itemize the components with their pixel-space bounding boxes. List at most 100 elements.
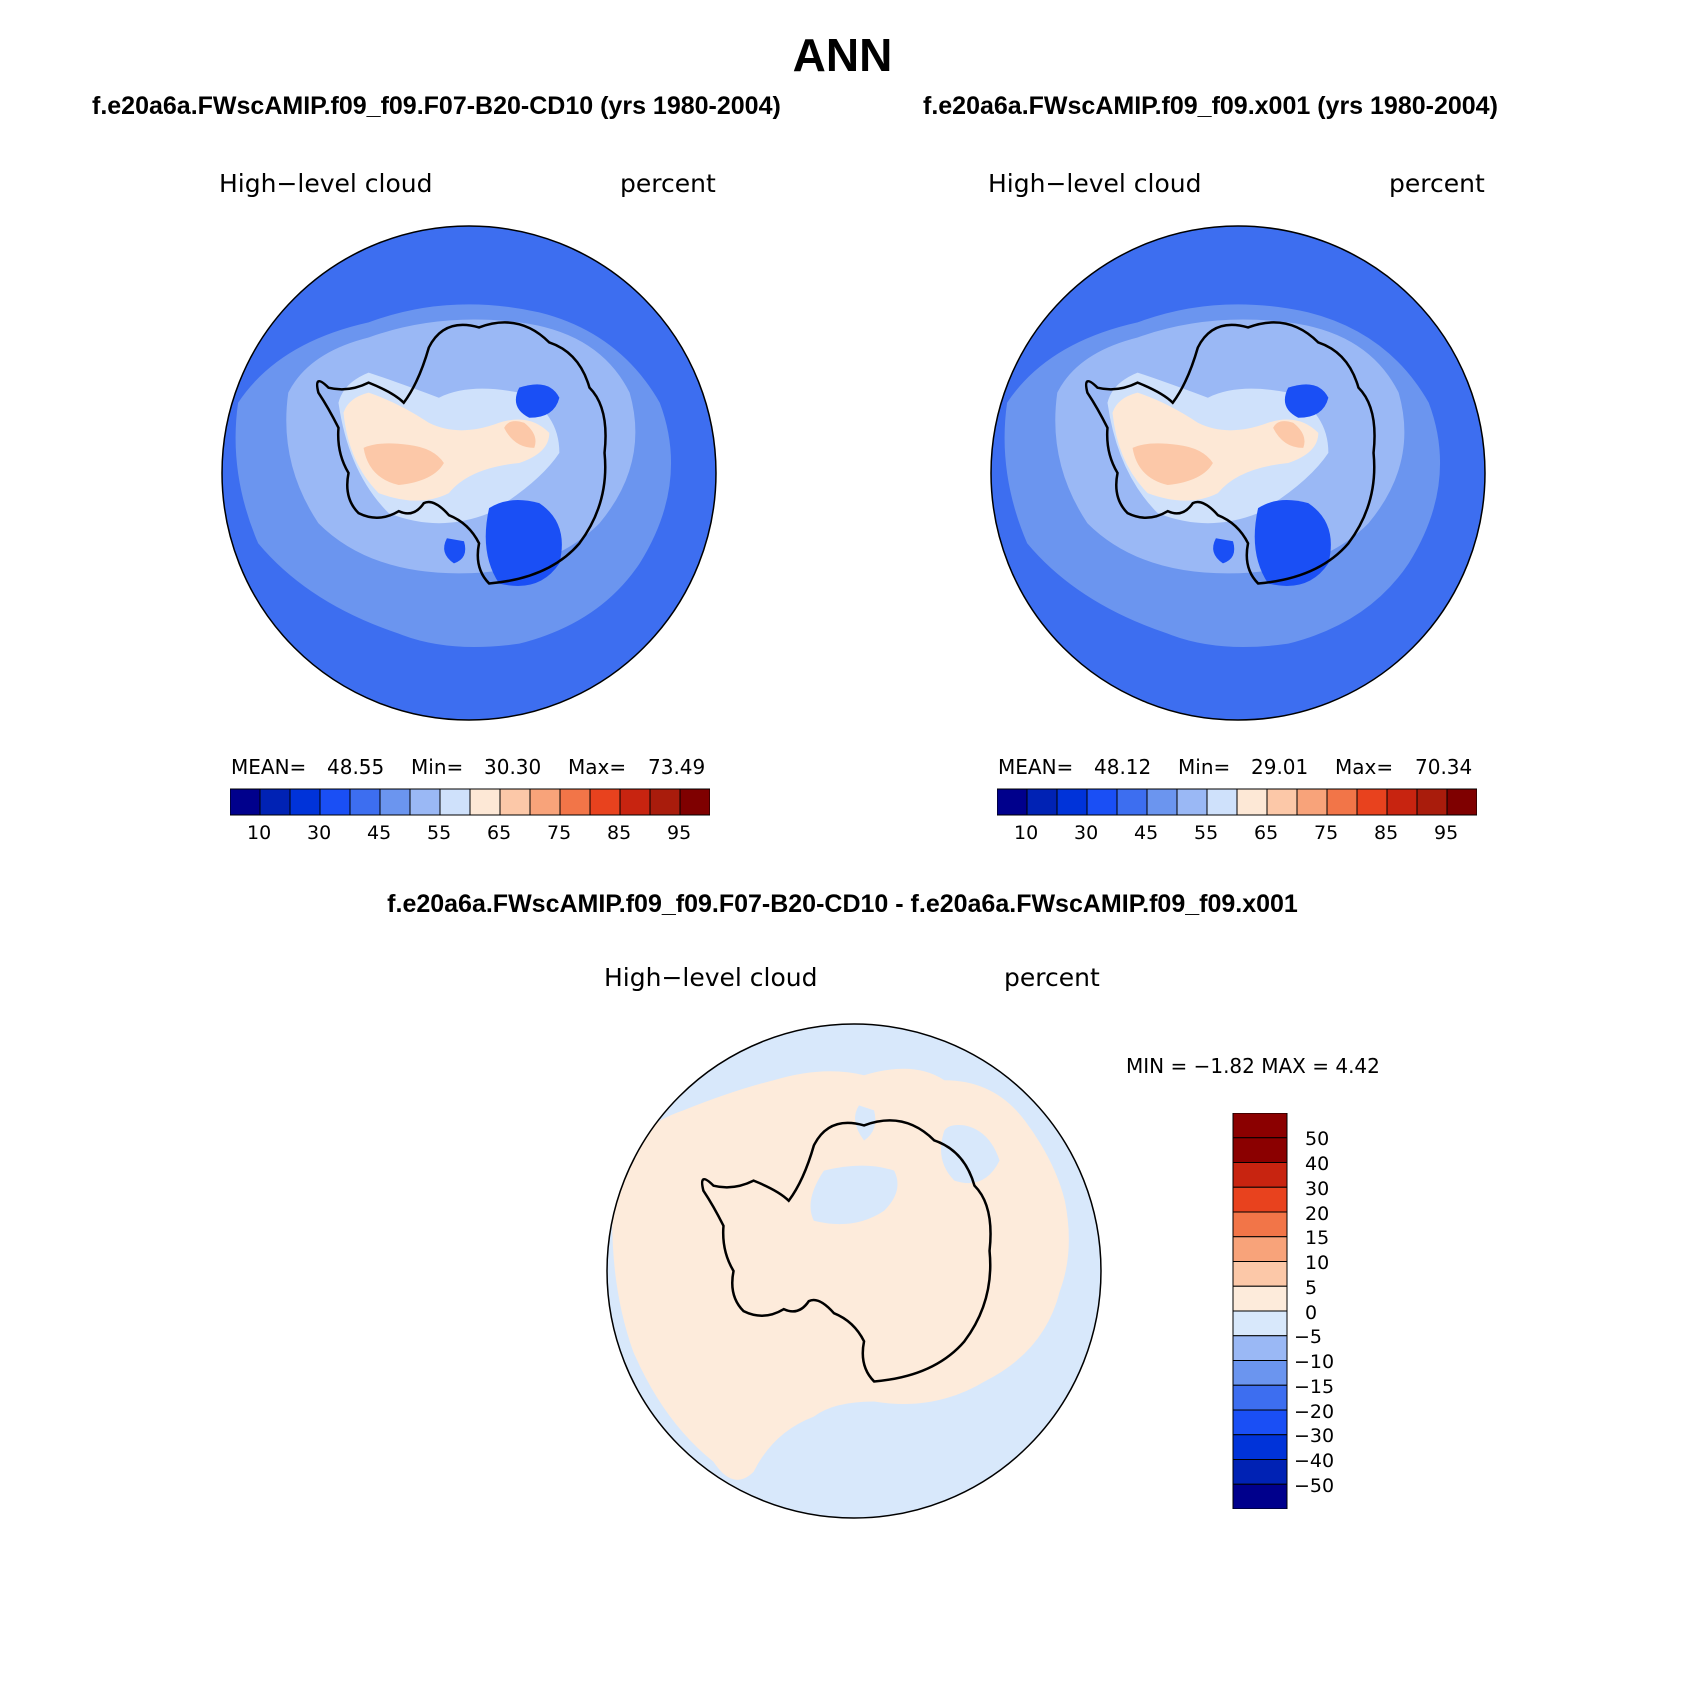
panel-1-colorbar-tick: 95 (667, 822, 692, 844)
panel-1-colorbar-tick: 65 (487, 822, 512, 844)
difference-colorbar-tick: 5 (1305, 1277, 1318, 1299)
colorbar-swatch (649, 788, 681, 816)
difference-min-max: MIN = −1.82 MAX = 4.42 (1126, 1054, 1380, 1078)
panel-2-min-value: 29.01 (1251, 755, 1309, 779)
difference-variable-label: High−level cloud (604, 963, 818, 992)
panel-2-colorbar (997, 788, 1477, 816)
colorbar-swatch (1232, 1261, 1288, 1287)
colorbar-swatch (1236, 788, 1268, 816)
colorbar-swatch (619, 788, 651, 816)
colorbar-swatch (1232, 1211, 1288, 1238)
colorbar-swatch (469, 788, 501, 816)
panel-1-mean-label: MEAN= (231, 755, 307, 779)
panel-2-mean-label: MEAN= (998, 755, 1074, 779)
panel-1-colorbar-tick: 30 (307, 822, 332, 844)
difference-units-label: percent (1004, 963, 1100, 992)
difference-colorbar (1232, 1113, 1288, 1509)
difference-colorbar-tick: −50 (1294, 1475, 1335, 1497)
colorbar-swatch (1296, 788, 1328, 816)
colorbar-swatch (319, 788, 351, 816)
colorbar-swatch (1146, 788, 1178, 816)
colorbar-swatch (1232, 1162, 1288, 1188)
panel-1-colorbar-tick: 45 (367, 822, 392, 844)
colorbar-swatch (1026, 788, 1058, 816)
colorbar-swatch (1386, 788, 1418, 816)
panel-2-case-title: f.e20a6a.FWscAMIP.f09_f09.x001 (yrs 1980… (923, 92, 1498, 120)
panel-2-colorbar-tick: 30 (1074, 822, 1099, 844)
panel-2-colorbar-tick: 10 (1014, 822, 1039, 844)
difference-colorbar-tick: 15 (1305, 1227, 1330, 1249)
difference-colorbar-tick: −5 (1294, 1326, 1323, 1348)
colorbar-swatch (1266, 788, 1298, 816)
panel-2-colorbar-ticks: 10 30 45 55 65 75 85 95 (997, 822, 1477, 846)
difference-colorbar-tick: −40 (1294, 1450, 1335, 1472)
colorbar-swatch (1232, 1113, 1288, 1139)
difference-colorbar-tick: 50 (1305, 1128, 1330, 1150)
colorbar-swatch (230, 788, 261, 816)
colorbar-swatch (259, 788, 291, 816)
colorbar-swatch (1116, 788, 1148, 816)
difference-colorbar-tick: 10 (1305, 1252, 1330, 1274)
difference-colorbar-tick: −30 (1294, 1425, 1335, 1447)
difference-colorbar-tick: 20 (1305, 1203, 1330, 1225)
colorbar-swatch (289, 788, 321, 816)
difference-polar-map (606, 1023, 1102, 1519)
panel-2-colorbar-tick: 65 (1254, 822, 1279, 844)
panel-2-units-label: percent (1389, 169, 1485, 198)
panel-1-mean-value: 48.55 (327, 755, 385, 779)
colorbar-swatch (559, 788, 591, 816)
difference-colorbar-tick: −10 (1294, 1351, 1335, 1373)
colorbar-swatch (1232, 1186, 1288, 1213)
panel-2-polar-map (990, 225, 1486, 721)
colorbar-swatch (1232, 1236, 1288, 1262)
panel-1-polar-map (221, 225, 717, 721)
difference-colorbar-tick: 0 (1305, 1302, 1318, 1324)
colorbar-swatch (1446, 788, 1477, 816)
colorbar-swatch (1232, 1310, 1288, 1337)
difference-colorbar-tick: −20 (1294, 1401, 1335, 1423)
panel-2-mean-value: 48.12 (1094, 755, 1152, 779)
panel-1-colorbar-tick: 55 (427, 822, 452, 844)
colorbar-swatch (679, 788, 710, 816)
colorbar-swatch (589, 788, 621, 816)
panel-1-colorbar-tick: 10 (247, 822, 272, 844)
colorbar-swatch (1232, 1360, 1288, 1386)
colorbar-swatch (1232, 1335, 1288, 1361)
colorbar-swatch (499, 788, 531, 816)
panel-2-colorbar-tick: 95 (1434, 822, 1459, 844)
panel-2-colorbar-tick: 45 (1134, 822, 1159, 844)
panel-1-max-value: 73.49 (648, 755, 706, 779)
panel-1-min-label: Min= (411, 755, 464, 779)
difference-colorbar-tick: 30 (1305, 1178, 1330, 1200)
panel-2-colorbar-tick: 55 (1194, 822, 1219, 844)
panel-1-colorbar-ticks: 10 30 45 55 65 75 85 95 (230, 822, 710, 846)
panel-2-colorbar-tick: 85 (1374, 822, 1399, 844)
colorbar-swatch (1232, 1137, 1288, 1163)
panel-1-variable-label: High−level cloud (219, 169, 433, 198)
colorbar-swatch (1086, 788, 1118, 816)
colorbar-swatch (439, 788, 471, 816)
panel-1-units-label: percent (620, 169, 716, 198)
colorbar-swatch (1232, 1409, 1288, 1436)
colorbar-swatch (1232, 1459, 1288, 1485)
colorbar-swatch (1232, 1483, 1288, 1509)
colorbar-swatch (1176, 788, 1208, 816)
colorbar-swatch (379, 788, 411, 816)
difference-title: f.e20a6a.FWscAMIP.f09_f09.F07-B20-CD10 -… (387, 890, 1298, 918)
colorbar-swatch (1056, 788, 1088, 816)
colorbar-swatch (529, 788, 561, 816)
colorbar-swatch (1232, 1434, 1288, 1460)
panel-1-colorbar (230, 788, 710, 816)
panel-1-min-value: 30.30 (484, 755, 542, 779)
colorbar-swatch (409, 788, 441, 816)
colorbar-swatch (1416, 788, 1448, 816)
colorbar-swatch (997, 788, 1028, 816)
colorbar-swatch (1206, 788, 1238, 816)
colorbar-swatch (1232, 1384, 1288, 1411)
difference-colorbar-ticks: 50 40 30 20 15 10 5 0 −5 −10 −15 −20 −30… (1294, 1113, 1380, 1509)
difference-colorbar-tick: −15 (1294, 1376, 1335, 1398)
colorbar-swatch (1356, 788, 1388, 816)
colorbar-swatch (349, 788, 381, 816)
panel-2-colorbar-tick: 75 (1314, 822, 1339, 844)
panel-2-max-value: 70.34 (1415, 755, 1473, 779)
